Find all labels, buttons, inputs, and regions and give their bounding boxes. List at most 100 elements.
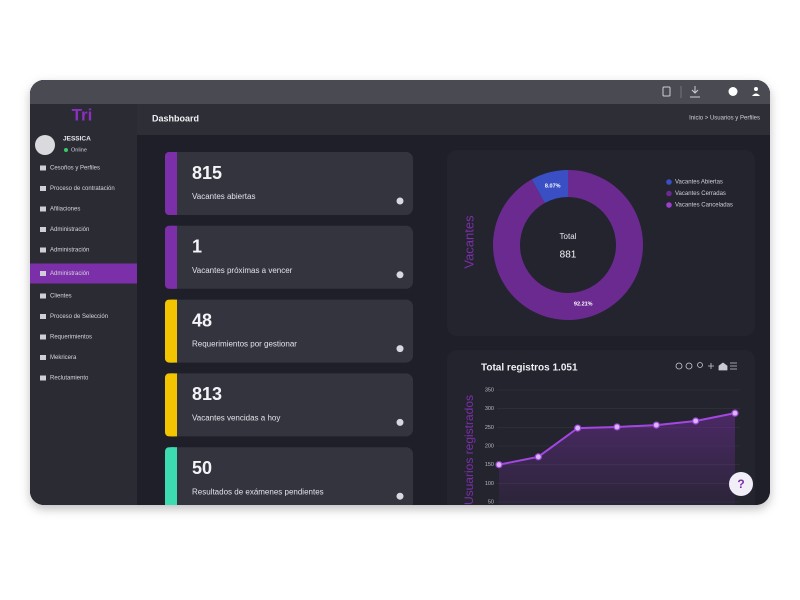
legend-label[interactable]: Vacantes Canceladas: [675, 203, 733, 209]
y-tick-label: 250: [485, 425, 494, 431]
card[interactable]: [165, 152, 413, 215]
sidebar: [30, 104, 137, 505]
legend-label[interactable]: Vacantes Cerradas: [675, 191, 726, 197]
user-name: JESSICA: [63, 136, 91, 143]
user-icon[interactable]: [754, 87, 758, 91]
line-chart-title: Total registros 1.051: [481, 363, 578, 374]
menu-icon: [40, 227, 46, 232]
card-accent-edge: [171, 299, 177, 363]
copy-icon[interactable]: [662, 86, 671, 97]
card-value: 48: [192, 310, 212, 330]
point[interactable]: [692, 417, 700, 425]
donut-segment[interactable]: [493, 170, 643, 320]
legend-swatch: [666, 190, 672, 197]
y-tick-label: 350: [485, 387, 494, 393]
download-icon[interactable]: [690, 86, 700, 98]
info-icon[interactable]: [396, 418, 404, 426]
menu-icon: [40, 334, 46, 340]
menu-icon: [40, 314, 46, 319]
point[interactable]: [613, 423, 621, 431]
menu-item[interactable]: Proceso de contratación: [50, 186, 115, 192]
y-tick-label: 300: [485, 406, 494, 412]
status-dot: [64, 148, 68, 152]
menu-item[interactable]: Requerimientos: [50, 335, 92, 341]
user-status: Online: [71, 147, 87, 153]
pan[interactable]: [708, 363, 714, 369]
donut-value-label: 92.21%: [574, 302, 593, 308]
help-icon[interactable]: [728, 87, 738, 96]
card-label: Vacantes vencidas a hoy: [192, 414, 280, 423]
reset[interactable]: [718, 362, 728, 371]
info-icon[interactable]: [396, 197, 404, 205]
point[interactable]: [534, 453, 542, 461]
card-accent-edge: [171, 152, 177, 215]
zoom-in[interactable]: [675, 362, 683, 370]
zoom-select[interactable]: [697, 362, 703, 368]
help-button[interactable]: [729, 472, 753, 496]
point[interactable]: [495, 461, 503, 469]
card-value: 815: [192, 163, 222, 183]
menu-icon: [40, 206, 46, 212]
legend-swatch: [666, 202, 672, 208]
donut-center-label: Total: [560, 232, 577, 241]
card-value: 50: [192, 458, 212, 478]
menu[interactable]: [730, 362, 737, 370]
point[interactable]: [731, 409, 739, 417]
menu-item[interactable]: Reclutamiento: [50, 376, 89, 382]
menu-item[interactable]: Administración: [50, 227, 89, 233]
y-tick-label: 150: [485, 462, 494, 468]
card-accent-edge: [171, 373, 177, 437]
info-icon[interactable]: [396, 345, 404, 353]
help-button-icon[interactable]: ?: [737, 477, 744, 491]
menu-item[interactable]: Cesoños y Perfiles: [50, 166, 100, 172]
zoom-out[interactable]: [685, 362, 693, 370]
user-icon-body[interactable]: [752, 93, 760, 97]
point[interactable]: [652, 421, 660, 429]
info-icon[interactable]: [396, 271, 404, 279]
chart-toolbar[interactable]: [675, 362, 737, 371]
donut-center-value: 881: [560, 250, 577, 261]
y-tick-label: 200: [485, 443, 494, 449]
menu-icon: [40, 165, 46, 171]
card-value: 813: [192, 384, 222, 404]
card-label: Vacantes abiertas: [192, 192, 255, 201]
app-window: Tri JESSICA Online Dashboard Inicio > Us…: [30, 80, 770, 510]
card[interactable]: [165, 225, 413, 289]
menu-item[interactable]: Proceso de Selección: [50, 314, 108, 320]
menu-icon: [40, 271, 46, 276]
menu-icon: [40, 375, 46, 381]
area-fill: [499, 413, 735, 505]
card[interactable]: [165, 373, 413, 437]
card[interactable]: [165, 299, 413, 363]
card-label: Resultados de exámenes pendientes: [192, 487, 324, 496]
menu-icon: [40, 293, 46, 299]
card-label: Vacantes próximas a vencer: [192, 266, 293, 275]
menu-item[interactable]: Administración: [50, 248, 89, 254]
menu-item[interactable]: Mekricera: [50, 355, 77, 361]
logo[interactable]: Tri: [72, 105, 93, 124]
donut-value-label: 8.07%: [545, 183, 561, 189]
top-icons[interactable]: [662, 86, 760, 98]
menu-icon: [40, 186, 46, 191]
menu-item[interactable]: Clientes: [50, 294, 72, 300]
menu-active-bg: [30, 263, 137, 284]
breadcrumb[interactable]: Inicio > Usuarios y Perfiles: [689, 116, 760, 122]
avatar[interactable]: [35, 135, 55, 155]
menu-icon: [40, 247, 46, 253]
menu-icon: [40, 355, 46, 360]
donut-segment[interactable]: [531, 170, 568, 204]
donut-axis-label: Vacantes: [461, 215, 476, 269]
point[interactable]: [574, 424, 582, 432]
info-icon[interactable]: [396, 492, 404, 500]
y-axis-label: Usuarios registrados: [462, 395, 476, 505]
menu-item[interactable]: Afiliaciones: [50, 207, 80, 213]
y-tick-label: 100: [485, 481, 494, 487]
y-tick-label: 50: [488, 499, 494, 505]
card[interactable]: [165, 447, 413, 510]
menu-item[interactable]: Administración: [50, 271, 89, 277]
legend-label[interactable]: Vacantes Abiertas: [675, 180, 723, 186]
card-value: 1: [192, 237, 202, 257]
card-label: Requerimientos por gestionar: [192, 340, 297, 349]
header-bar: [137, 104, 770, 135]
